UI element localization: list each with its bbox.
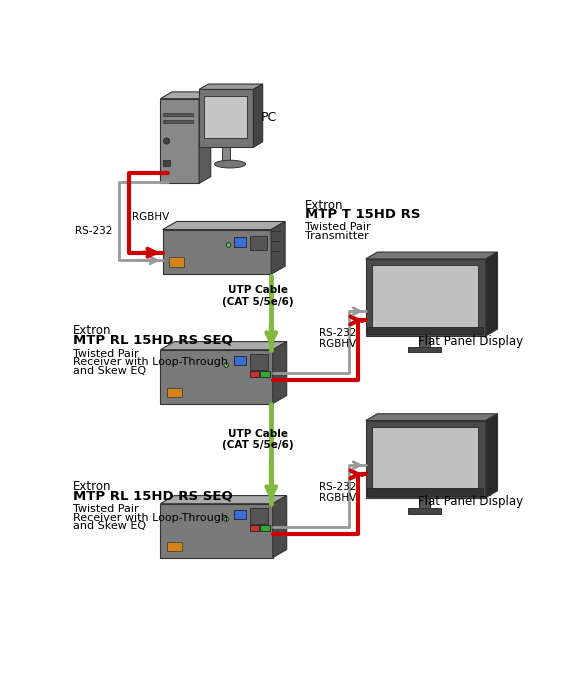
- Text: Twisted Pair: Twisted Pair: [73, 504, 139, 514]
- Bar: [272, 251, 281, 252]
- Bar: [272, 240, 281, 242]
- Text: Receiver with Loop-Through: Receiver with Loop-Through: [73, 357, 228, 367]
- Bar: [169, 257, 185, 266]
- Bar: [408, 347, 441, 352]
- Text: RS-232: RS-232: [75, 226, 112, 236]
- Polygon shape: [160, 92, 211, 99]
- Circle shape: [224, 363, 229, 367]
- Polygon shape: [160, 342, 287, 349]
- Bar: [166, 542, 182, 552]
- Bar: [419, 336, 430, 347]
- Text: Extron: Extron: [73, 480, 111, 493]
- Ellipse shape: [215, 160, 246, 168]
- Text: MTP RL 15HD RS SEQ: MTP RL 15HD RS SEQ: [73, 489, 233, 502]
- Text: PC: PC: [261, 111, 278, 124]
- Polygon shape: [366, 414, 498, 421]
- Text: Flat Panel Display: Flat Panel Display: [418, 495, 524, 508]
- Text: MTP T 15HD RS: MTP T 15HD RS: [306, 208, 421, 221]
- Polygon shape: [366, 421, 486, 498]
- Polygon shape: [366, 252, 498, 259]
- Bar: [367, 488, 483, 496]
- Text: UTP Cable
(CAT 5/5e/6): UTP Cable (CAT 5/5e/6): [222, 285, 294, 307]
- Circle shape: [226, 242, 231, 247]
- Polygon shape: [199, 89, 254, 147]
- Bar: [272, 231, 281, 232]
- Polygon shape: [366, 259, 486, 336]
- Bar: [260, 525, 270, 531]
- Text: RS-232: RS-232: [319, 328, 356, 338]
- Polygon shape: [199, 92, 211, 183]
- Bar: [408, 508, 441, 513]
- Bar: [164, 160, 170, 166]
- Polygon shape: [162, 229, 271, 274]
- Bar: [260, 371, 270, 377]
- Bar: [204, 95, 247, 138]
- Bar: [234, 510, 246, 519]
- Polygon shape: [273, 496, 287, 558]
- Bar: [164, 121, 193, 123]
- Polygon shape: [486, 414, 498, 498]
- Text: Extron: Extron: [306, 199, 344, 212]
- Polygon shape: [271, 221, 285, 274]
- Bar: [250, 371, 259, 377]
- Text: Receiver with Loop-Through: Receiver with Loop-Through: [73, 513, 228, 522]
- Bar: [250, 508, 268, 524]
- Polygon shape: [254, 84, 263, 147]
- Text: MTP RL 15HD RS SEQ: MTP RL 15HD RS SEQ: [73, 334, 233, 347]
- Bar: [250, 354, 268, 370]
- Bar: [367, 327, 483, 334]
- Circle shape: [224, 517, 229, 522]
- Circle shape: [164, 138, 170, 144]
- Text: and Skew EQ: and Skew EQ: [73, 521, 146, 531]
- Polygon shape: [160, 349, 273, 404]
- Text: Twisted Pair: Twisted Pair: [73, 349, 139, 359]
- Bar: [222, 147, 230, 161]
- Polygon shape: [162, 221, 285, 229]
- Text: RS-232: RS-232: [319, 482, 356, 492]
- Bar: [164, 112, 193, 116]
- Bar: [250, 236, 267, 249]
- Text: Transmitter: Transmitter: [306, 231, 369, 241]
- Polygon shape: [199, 84, 263, 89]
- Polygon shape: [160, 496, 287, 504]
- Text: UTP Cable
(CAT 5/5e/6): UTP Cable (CAT 5/5e/6): [222, 428, 294, 450]
- Bar: [234, 237, 246, 247]
- Bar: [372, 427, 478, 488]
- Text: RGBHV: RGBHV: [319, 339, 356, 349]
- Polygon shape: [160, 504, 273, 558]
- Text: Twisted Pair: Twisted Pair: [306, 222, 371, 232]
- Bar: [234, 356, 246, 365]
- Text: RGBHV: RGBHV: [132, 212, 169, 222]
- Bar: [166, 388, 182, 398]
- Text: and Skew EQ: and Skew EQ: [73, 366, 146, 375]
- Polygon shape: [486, 252, 498, 336]
- Text: Flat Panel Display: Flat Panel Display: [418, 335, 524, 348]
- Polygon shape: [160, 99, 199, 183]
- Text: Extron: Extron: [73, 324, 111, 337]
- Bar: [419, 498, 430, 508]
- Bar: [250, 525, 259, 531]
- Text: RGBHV: RGBHV: [319, 493, 356, 503]
- Bar: [372, 265, 478, 327]
- Polygon shape: [273, 342, 287, 404]
